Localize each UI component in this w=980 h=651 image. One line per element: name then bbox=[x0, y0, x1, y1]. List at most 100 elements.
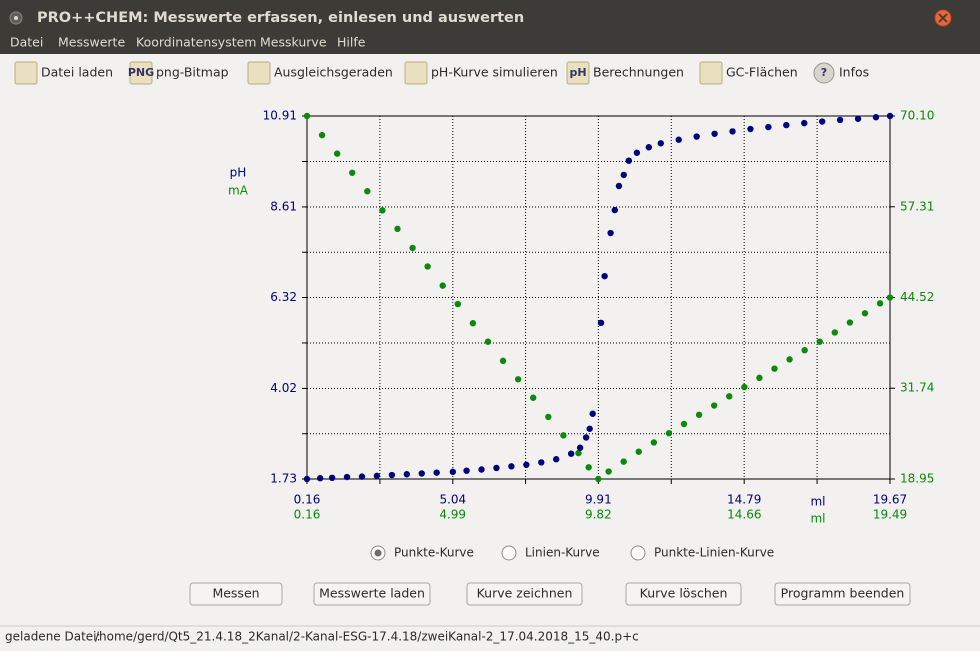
data-point bbox=[783, 121, 790, 129]
toolbar-label[interactable]: pH-Kurve simulieren bbox=[431, 65, 558, 80]
y2-axis-label: mA bbox=[228, 184, 249, 198]
x-tick-label: 9.91 bbox=[585, 493, 612, 507]
y2-tick-label: 18.95 bbox=[900, 472, 934, 486]
y-tick-label: 6.32 bbox=[270, 290, 297, 304]
data-point bbox=[328, 474, 336, 482]
data-point bbox=[379, 207, 386, 214]
data-point bbox=[469, 320, 477, 327]
data-point bbox=[433, 469, 440, 476]
data-point bbox=[316, 475, 324, 482]
data-point bbox=[846, 319, 854, 326]
button-label[interactable]: Messen bbox=[212, 586, 259, 601]
data-point bbox=[620, 171, 627, 179]
button[interactable] bbox=[625, 582, 742, 606]
button-label[interactable]: Programm beenden bbox=[781, 586, 905, 601]
toolbar-label[interactable]: Infos bbox=[839, 65, 869, 80]
data-point bbox=[530, 394, 537, 401]
radio-label[interactable]: Linien-Kurve bbox=[525, 546, 600, 560]
data-point bbox=[729, 128, 736, 135]
menu-item[interactable]: Koordinatensystem bbox=[136, 35, 256, 50]
y-axis-label: pH bbox=[230, 166, 247, 180]
button[interactable] bbox=[313, 582, 431, 606]
data-point bbox=[876, 300, 884, 307]
data-point bbox=[478, 466, 485, 473]
data-point bbox=[388, 471, 396, 479]
data-point bbox=[333, 150, 341, 157]
button[interactable] bbox=[466, 582, 583, 606]
data-point bbox=[726, 393, 733, 400]
data-point bbox=[538, 459, 545, 466]
data-point bbox=[560, 432, 567, 439]
data-point bbox=[611, 206, 618, 214]
data-point bbox=[303, 112, 311, 120]
radio-label[interactable]: Punkte-Kurve bbox=[394, 546, 474, 560]
button-label[interactable]: Messwerte laden bbox=[319, 586, 425, 601]
x2-tick-label: 9.82 bbox=[585, 508, 612, 522]
data-point bbox=[303, 475, 311, 483]
data-point bbox=[318, 131, 326, 139]
data-point bbox=[601, 272, 608, 280]
radio-label[interactable]: Punkte-Linien-Kurve bbox=[654, 546, 774, 560]
window-menu-dot bbox=[14, 16, 18, 20]
toolbar-icon[interactable] bbox=[813, 62, 835, 84]
menu-item[interactable]: Datei bbox=[10, 35, 43, 50]
y2-tick-label: 44.52 bbox=[900, 290, 934, 304]
data-point bbox=[886, 294, 894, 301]
data-point bbox=[625, 157, 633, 164]
data-point bbox=[710, 402, 718, 409]
data-point bbox=[454, 300, 462, 308]
menu-item[interactable]: Messkurve bbox=[260, 35, 327, 50]
button[interactable] bbox=[774, 582, 911, 606]
data-point bbox=[872, 113, 880, 121]
data-point bbox=[553, 456, 560, 463]
data-point bbox=[576, 444, 584, 451]
data-point bbox=[675, 136, 682, 143]
button-label[interactable]: Kurve löschen bbox=[640, 586, 728, 601]
status-label: geladene Datei: bbox=[5, 630, 101, 644]
button-label[interactable]: Kurve zeichnen bbox=[477, 586, 573, 601]
data-point bbox=[575, 449, 582, 457]
data-point bbox=[680, 420, 688, 428]
toolbar-label[interactable]: Berechnungen bbox=[593, 65, 684, 80]
data-point bbox=[650, 439, 658, 446]
data-point bbox=[695, 411, 703, 418]
toolbar-label[interactable]: png-Bitmap bbox=[156, 65, 229, 80]
data-point bbox=[645, 144, 653, 151]
data-point bbox=[508, 463, 515, 470]
data-point bbox=[747, 125, 754, 133]
toolbar-label[interactable]: GC-Flächen bbox=[726, 65, 798, 80]
toolbar-icon[interactable] bbox=[404, 61, 428, 85]
data-point bbox=[633, 149, 641, 156]
toolbar-label[interactable]: Datei laden bbox=[41, 65, 113, 80]
button[interactable] bbox=[189, 582, 283, 606]
data-point bbox=[605, 468, 612, 475]
data-point bbox=[394, 225, 401, 233]
data-point bbox=[786, 356, 793, 363]
toolbar-icon[interactable] bbox=[14, 61, 38, 85]
menu-item[interactable]: Hilfe bbox=[337, 35, 366, 50]
data-point bbox=[586, 425, 593, 432]
toolbar-icon[interactable] bbox=[129, 61, 153, 85]
radio-button[interactable] bbox=[630, 545, 646, 561]
data-point bbox=[523, 461, 530, 468]
data-point bbox=[449, 468, 457, 476]
toolbar-icon-text: ? bbox=[821, 66, 827, 79]
x-axis-label: ml bbox=[810, 495, 825, 509]
radio-button[interactable] bbox=[501, 545, 517, 561]
data-point bbox=[349, 169, 356, 176]
data-point bbox=[358, 473, 366, 480]
data-point bbox=[463, 467, 470, 474]
data-point bbox=[801, 346, 808, 354]
toolbar-icon[interactable] bbox=[699, 61, 723, 85]
toolbar-icon[interactable] bbox=[247, 61, 271, 85]
toolbar-icon[interactable] bbox=[566, 61, 590, 85]
menu-item[interactable]: Messwerte bbox=[58, 35, 125, 50]
toolbar-label[interactable]: Ausgleichsgeraden bbox=[274, 65, 393, 80]
data-point bbox=[567, 450, 575, 457]
close-icon bbox=[938, 13, 948, 23]
data-point bbox=[756, 374, 763, 382]
data-point bbox=[595, 475, 602, 483]
x2-tick-label: 0.16 bbox=[294, 508, 321, 522]
data-point bbox=[439, 282, 446, 289]
